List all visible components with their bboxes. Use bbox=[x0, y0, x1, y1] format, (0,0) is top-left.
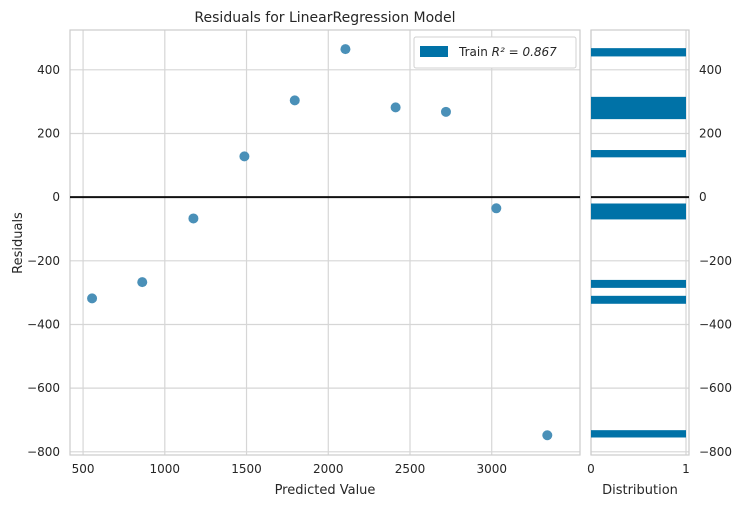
y-axis-label: Residuals bbox=[11, 212, 26, 274]
x-tick-label: 1000 bbox=[150, 462, 181, 476]
residual-point bbox=[137, 277, 148, 288]
residual-points bbox=[87, 44, 553, 441]
residual-point bbox=[87, 293, 98, 304]
residual-point bbox=[491, 203, 502, 214]
distribution-bar bbox=[591, 295, 686, 304]
legend-label-prefix: Train bbox=[458, 45, 492, 59]
svg-text:Train R² = 0.867: Train R² = 0.867 bbox=[458, 45, 557, 59]
distribution-bar bbox=[591, 150, 686, 158]
residual-point bbox=[239, 151, 250, 162]
distribution-plot-area: 0 1 −800 −600 −400 −200 0 200 400 bbox=[587, 29, 732, 476]
distribution-bar bbox=[591, 430, 686, 438]
y-tick-label: 0 bbox=[52, 190, 60, 204]
residual-point bbox=[440, 106, 451, 117]
y-tick-label: −200 bbox=[27, 254, 60, 268]
distribution-x-tick-label: 1 bbox=[682, 462, 690, 476]
y-tick-label: −800 bbox=[27, 445, 60, 459]
distribution-bar bbox=[591, 96, 686, 120]
main-tick-labels: 500 1000 1500 2000 2500 3000 −800 −600 −400 −200 0… bbox=[27, 63, 507, 476]
distribution-tick-labels: 0 1 −800 −600 −400 −200 0 200 400 bbox=[587, 63, 732, 476]
y-tick-label: 400 bbox=[37, 63, 60, 77]
y-tick-label: −400 bbox=[27, 317, 60, 331]
main-plot-area: 500 1000 1500 2000 2500 3000 −800 −600 −400 −200 0… bbox=[27, 29, 581, 476]
residual-point bbox=[340, 44, 351, 55]
distribution-x-tick-label: 0 bbox=[587, 462, 595, 476]
x-tick-label: 2000 bbox=[313, 462, 344, 476]
distribution-bar bbox=[591, 48, 686, 57]
x-tick-label: 1500 bbox=[231, 462, 262, 476]
legend-label-math: R² = 0.867 bbox=[492, 45, 558, 59]
residual-point bbox=[289, 95, 300, 106]
distribution-y-tick-label: 400 bbox=[699, 63, 722, 77]
x-tick-label: 2500 bbox=[395, 462, 426, 476]
residual-point bbox=[188, 213, 199, 224]
legend-box bbox=[413, 36, 577, 69]
main-plot-frame bbox=[69, 29, 581, 456]
x-axis-label: Predicted Value bbox=[275, 483, 376, 498]
y-tick-label: −600 bbox=[27, 381, 60, 395]
residual-point bbox=[542, 430, 553, 441]
distribution-y-tick-label: −800 bbox=[699, 445, 732, 459]
distribution-y-tick-label: −600 bbox=[699, 381, 732, 395]
distribution-y-tick-label: 200 bbox=[699, 126, 722, 140]
distribution-axis-label: Distribution bbox=[602, 483, 678, 498]
residual-point bbox=[390, 102, 401, 113]
x-tick-label: 3000 bbox=[476, 462, 507, 476]
distribution-bar bbox=[591, 279, 686, 288]
distribution-y-tick-label: −200 bbox=[699, 254, 732, 268]
distribution-y-tick-label: −400 bbox=[699, 317, 732, 331]
distribution-y-tick-label: 0 bbox=[699, 190, 707, 204]
distribution-plot-frame bbox=[590, 29, 690, 456]
y-tick-label: 200 bbox=[37, 126, 60, 140]
legend: Train R² = 0.867 bbox=[413, 36, 577, 69]
distribution-bar bbox=[591, 203, 686, 220]
distribution-bars bbox=[591, 48, 686, 438]
chart-title: Residuals for LinearRegression Model bbox=[194, 10, 455, 26]
legend-swatch bbox=[420, 46, 448, 57]
x-tick-label: 500 bbox=[72, 462, 95, 476]
